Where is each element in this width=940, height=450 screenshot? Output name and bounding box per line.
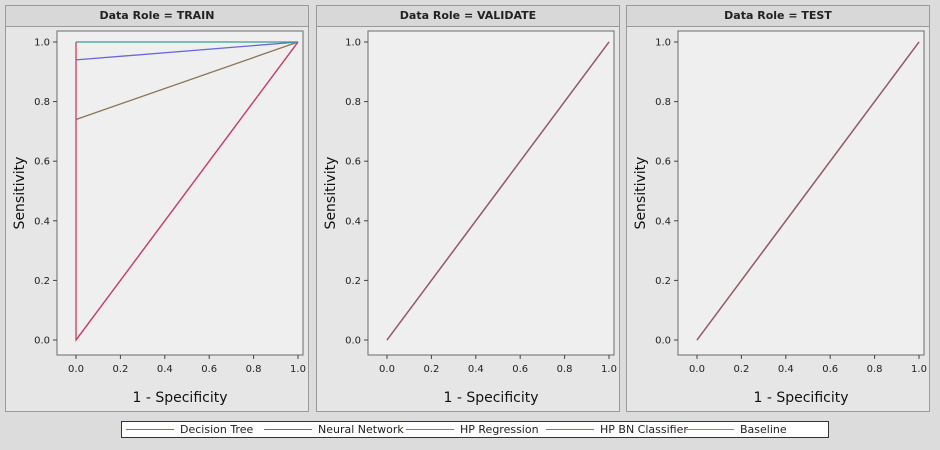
y-tick-label: 0.8 — [34, 97, 50, 108]
legend-swatch-hp-bn-classifier — [546, 429, 594, 430]
y-tick-label: 0.0 — [34, 336, 50, 347]
y-tick-label: 0.8 — [345, 97, 361, 108]
plot-area — [677, 30, 925, 356]
x-tick-label: 0.8 — [867, 364, 883, 375]
roc-panel-test: Data Role = TEST 0.0 0.2 0.4 0.6 0.8 1.0 0.0 0.… — [626, 5, 930, 412]
x-tick-label: 0.6 — [201, 364, 217, 375]
legend-swatch-baseline — [686, 429, 734, 430]
series-line-hp-bn-classifier — [696, 41, 920, 341]
x-tick-label: 0.4 — [778, 364, 794, 375]
x-tick-label: 0.0 — [68, 364, 84, 375]
x-tick-label: 0.6 — [822, 364, 838, 375]
y-tick-label: 1.0 — [655, 38, 671, 49]
x-tick-label: 0.0 — [689, 364, 705, 375]
x-tick-label: 1.0 — [911, 364, 927, 375]
y-tick-label: 1.0 — [345, 38, 361, 49]
x-tick-label: 1.0 — [290, 364, 306, 375]
panel-title-validate: Data Role = VALIDATE — [317, 6, 619, 27]
x-axis-label: 1 - Specificity — [443, 390, 538, 406]
x-tick-label: 0.0 — [379, 364, 395, 375]
roc-panel-validate: Data Role = VALIDATE 0.0 0.2 0.4 0.6 0.8 1.0 0… — [316, 5, 620, 412]
y-tick-label: 0.0 — [655, 336, 671, 347]
legend-label-hp-bn-classifier: HP BN Classifier — [600, 423, 688, 436]
series-line-hp-bn-classifier — [75, 41, 299, 121]
y-tick-label: 0.4 — [34, 216, 50, 227]
y-tick-label: 0.2 — [345, 276, 361, 287]
series-line-hp-bn-classifier — [386, 41, 610, 341]
x-tick-label: 0.4 — [157, 364, 173, 375]
y-tick-label: 0.8 — [655, 97, 671, 108]
x-axis-label: 1 - Specificity — [753, 390, 848, 406]
y-axis-label: Sensitivity — [633, 157, 649, 230]
legend-label-hp-regression: HP Regression — [460, 423, 539, 436]
roc-chart-train: 0.0 0.2 0.4 0.6 0.8 1.0 0.0 0.2 0.4 0.6 0.8 1.0 1 - … — [12, 30, 306, 406]
legend-label-baseline: Baseline — [740, 423, 787, 436]
roc-chart-validate: 0.0 0.2 0.4 0.6 0.8 1.0 0.0 0.2 0.4 0.6 0.8 1.0 1 - … — [323, 30, 617, 406]
legend-swatch-hp-regression — [406, 429, 454, 430]
y-tick-label: 0.6 — [655, 157, 671, 168]
roc-panel-train: Data Role = TRAIN 0.0 0.2 0.4 0.6 0.8 1.0 0.0 0… — [5, 5, 309, 412]
y-tick-label: 0.2 — [655, 276, 671, 287]
legend-label-neural-network: Neural Network — [318, 423, 404, 436]
y-tick-label: 0.0 — [345, 336, 361, 347]
legend-label-decision-tree: Decision Tree — [180, 423, 254, 436]
y-tick-label: 0.6 — [345, 157, 361, 168]
x-tick-label: 0.2 — [733, 364, 749, 375]
y-tick-label: 0.2 — [34, 276, 50, 287]
y-tick-label: 0.4 — [655, 216, 671, 227]
x-tick-label: 0.8 — [557, 364, 573, 375]
x-tick-label: 0.4 — [468, 364, 484, 375]
panel-title-train: Data Role = TRAIN — [6, 6, 308, 27]
legend-swatch-decision-tree — [126, 429, 174, 430]
series-line-neural-network — [75, 41, 299, 342]
x-axis-label: 1 - Specificity — [132, 390, 227, 406]
x-tick-label: 0.2 — [423, 364, 439, 375]
x-tick-label: 0.2 — [112, 364, 128, 375]
y-axis-label: Sensitivity — [323, 157, 339, 230]
panel-title-test: Data Role = TEST — [627, 6, 929, 27]
plot-area — [56, 30, 304, 356]
x-tick-label: 0.6 — [512, 364, 528, 375]
plot-area — [367, 30, 615, 356]
series-line-decision-tree — [75, 41, 299, 61]
x-tick-label: 1.0 — [601, 364, 617, 375]
y-axis-label: Sensitivity — [12, 157, 28, 230]
chart-legend: Decision Tree Neural Network HP Regressi… — [121, 421, 829, 438]
y-tick-label: 0.4 — [345, 216, 361, 227]
x-tick-label: 0.8 — [246, 364, 262, 375]
legend-swatch-neural-network — [264, 429, 312, 430]
y-tick-label: 1.0 — [34, 38, 50, 49]
roc-chart-test: 0.0 0.2 0.4 0.6 0.8 1.0 0.0 0.2 0.4 0.6 0.8 1.0 1 - … — [633, 30, 927, 406]
y-tick-label: 0.6 — [34, 157, 50, 168]
